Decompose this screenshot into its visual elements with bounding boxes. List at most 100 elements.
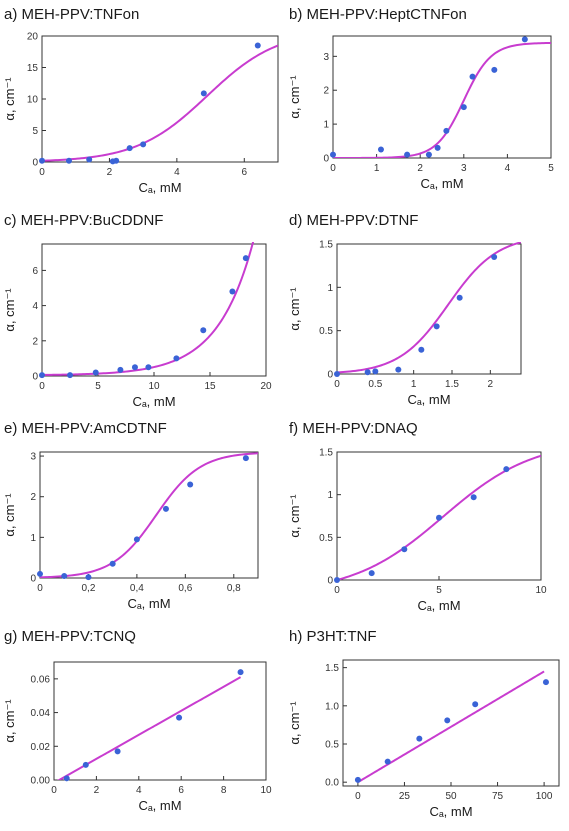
x-tick-label: 0.5 xyxy=(368,379,382,390)
y-tick-label: 1.5 xyxy=(319,448,333,459)
x-axis-label: Cₐ, mM xyxy=(138,180,181,195)
y-tick-label: 1 xyxy=(327,490,333,501)
panel-title: g) MEH-PPV:TCNQ xyxy=(4,628,136,645)
x-tick-label: 10 xyxy=(260,785,272,796)
x-axis-label: Cₐ, mM xyxy=(417,598,460,613)
x-tick-label: 6 xyxy=(242,167,248,178)
data-point xyxy=(377,146,384,153)
y-tick-label: 2 xyxy=(32,336,38,347)
y-tick-label: 3 xyxy=(323,52,329,63)
y-axis-label: α, cm⁻¹ xyxy=(2,493,17,537)
chart-svg: g) MEH-PPV:TCNQ 0 2 4 6 8 10 0.00 0.02 0.04 0.06 Cₐ… xyxy=(2,628,272,813)
x-tick-label: 15 xyxy=(204,381,216,392)
x-axis-label: Cₐ, mM xyxy=(127,596,170,611)
plot-frame xyxy=(53,661,267,781)
x-tick-label: 4 xyxy=(505,163,511,174)
fit-curve xyxy=(42,242,255,376)
x-tick-label: 0,8 xyxy=(227,583,241,594)
data-point xyxy=(237,669,244,676)
x-tick-label: 0 xyxy=(39,381,45,392)
x-tick-label: 0 xyxy=(39,167,45,178)
y-tick-label: 0 xyxy=(327,370,333,381)
y-tick-label: 10 xyxy=(27,95,39,106)
y-tick-label: 0.0 xyxy=(325,778,339,789)
data-point xyxy=(140,141,147,148)
y-tick-label: 1 xyxy=(30,533,36,544)
chart-svg: d) MEH-PPV:DTNF 0 0.5 1 1.5 2 0 0.5 1 1.5 Cₐ, mM α,… xyxy=(287,212,522,407)
data-point xyxy=(92,369,99,376)
x-axis-label: Cₐ, mM xyxy=(132,394,175,409)
data-point xyxy=(65,157,72,164)
x-tick-label: 0,4 xyxy=(130,583,144,594)
x-tick-label: 0 xyxy=(51,785,57,796)
y-tick-label: 0 xyxy=(32,372,38,383)
chart-panel-a: a) MEH-PPV:TNFon 0 2 4 6 0 5 10 15 20 Cₐ, mM α, cm⁻… xyxy=(0,0,284,205)
y-axis-label: α, cm⁻¹ xyxy=(2,699,17,743)
y-axis-label: α, cm⁻¹ xyxy=(287,701,302,745)
fit-curve xyxy=(42,44,278,162)
chart-svg: c) MEH-PPV:BuCDDNF 0 5 10 15 20 0 2 4 6 Cₐ, mM α, c… xyxy=(2,212,272,409)
plot-frame xyxy=(332,35,552,159)
chart-panel-g: g) MEH-PPV:TCNQ 0 2 4 6 8 10 0.00 0.02 0.04 0.06 Cₐ… xyxy=(0,622,284,831)
y-axis-label: α, cm⁻¹ xyxy=(2,77,17,121)
data-point xyxy=(117,366,124,373)
y-axis-label: α, cm⁻¹ xyxy=(287,494,302,538)
chart-panel-c: c) MEH-PPV:BuCDDNF 0 5 10 15 20 0 2 4 6 Cₐ, mM α, c… xyxy=(0,206,284,413)
plot-frame xyxy=(336,243,522,375)
x-tick-label: 5 xyxy=(436,585,442,596)
y-tick-label: 0.5 xyxy=(319,326,333,337)
data-point xyxy=(109,560,116,567)
plot-frame xyxy=(41,243,267,377)
data-point xyxy=(472,701,479,708)
x-tick-label: 2 xyxy=(107,167,113,178)
data-point xyxy=(416,735,423,742)
data-point xyxy=(242,255,249,262)
y-tick-label: 0 xyxy=(327,576,333,587)
y-tick-label: 1 xyxy=(327,283,333,294)
data-point xyxy=(254,42,261,49)
x-tick-label: 10 xyxy=(535,585,547,596)
data-point xyxy=(63,775,70,782)
data-point xyxy=(425,151,432,158)
fit-curve xyxy=(357,670,545,784)
data-point xyxy=(395,366,402,373)
x-tick-label: 50 xyxy=(445,791,457,802)
data-point xyxy=(404,151,411,158)
y-tick-label: 0.04 xyxy=(31,708,51,719)
fit-curve xyxy=(337,242,521,374)
chart-svg: b) MEH-PPV:HeptCTNFon 0 1 2 3 4 5 0 1 2 3 Cₐ, mM α, … xyxy=(287,6,554,191)
x-tick-label: 3 xyxy=(461,163,467,174)
data-point xyxy=(37,570,43,577)
x-tick-label: 0 xyxy=(37,583,43,594)
plot-frame xyxy=(342,659,560,787)
data-point xyxy=(334,371,340,377)
chart-panel-f: f) MEH-PPV:DNAQ 0 5 10 0 0.5 1 1.5 Cₐ, mM α, cm⁻¹ xyxy=(285,414,569,621)
data-point xyxy=(491,254,498,260)
x-tick-label: 2 xyxy=(417,163,423,174)
x-tick-label: 2 xyxy=(488,379,494,390)
x-tick-label: 25 xyxy=(399,791,411,802)
panel-title: c) MEH-PPV:BuCDDNF xyxy=(4,212,163,229)
data-point xyxy=(162,505,169,512)
y-tick-label: 15 xyxy=(27,63,39,74)
chart-panel-b: b) MEH-PPV:HeptCTNFon 0 1 2 3 4 5 0 1 2 3 Cₐ, mM α, … xyxy=(285,0,569,205)
x-tick-label: 5 xyxy=(548,163,554,174)
data-point xyxy=(187,481,194,488)
data-point xyxy=(39,372,45,379)
data-point xyxy=(114,748,121,755)
x-tick-label: 0 xyxy=(334,585,340,596)
data-point xyxy=(173,355,180,362)
x-tick-label: 0 xyxy=(355,791,361,802)
x-tick-label: 0 xyxy=(330,163,336,174)
y-tick-label: 0.5 xyxy=(319,533,333,544)
x-axis-label: Cₐ, mM xyxy=(138,798,181,813)
y-tick-label: 0.5 xyxy=(325,740,339,751)
y-axis-label: α, cm⁻¹ xyxy=(287,75,302,119)
chart-panel-h: h) P3HT:TNF 0 25 50 75 100 0.0 0.5 1.0 1.5 Cₐ, mM α… xyxy=(285,622,569,831)
data-point xyxy=(126,145,133,152)
y-tick-label: 0 xyxy=(32,158,38,169)
y-tick-label: 0.00 xyxy=(31,776,51,787)
data-point xyxy=(384,758,391,765)
y-tick-label: 1 xyxy=(323,120,329,131)
chart-svg: e) MEH-PPV:AmCDTNF 0 0,2 0,4 0,6 0,8 0 1 2 3 Cₐ, m… xyxy=(2,420,259,611)
